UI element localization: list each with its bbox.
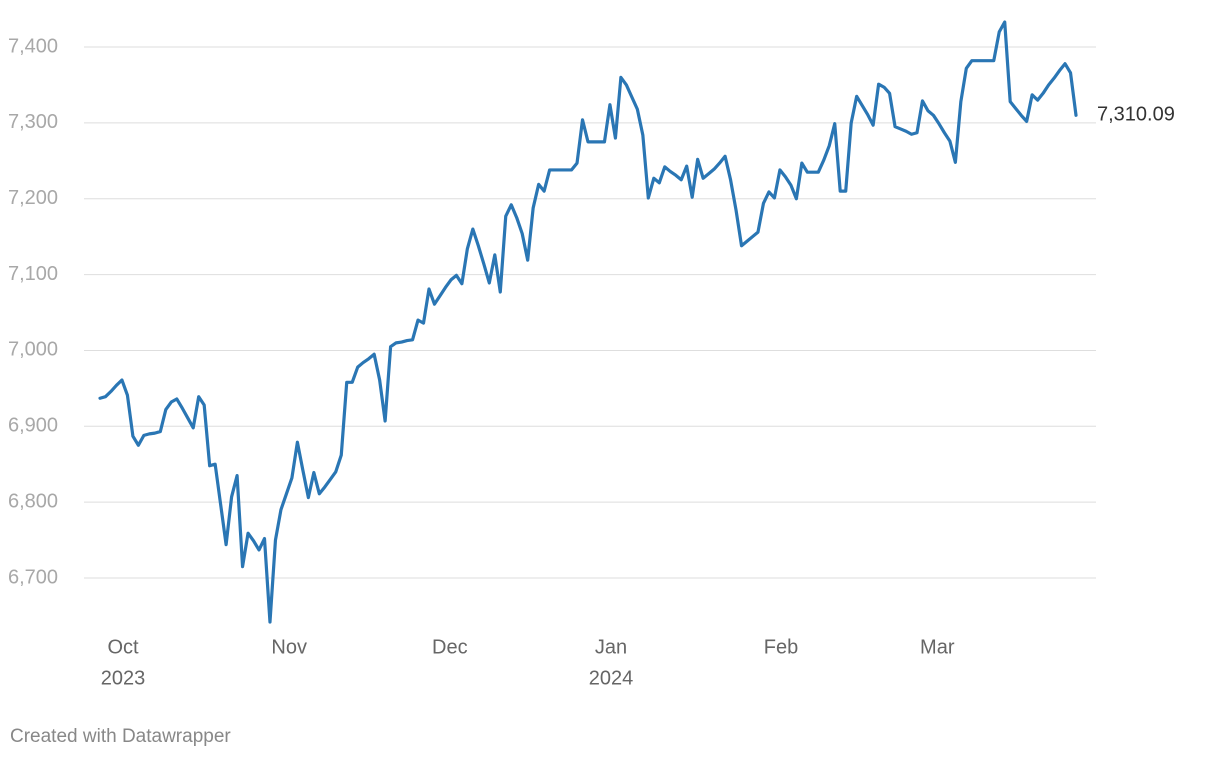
- y-tick-label: 7,100: [8, 263, 58, 285]
- y-tick-label: 6,800: [8, 490, 58, 512]
- y-tick-label: 7,000: [8, 339, 58, 361]
- x-tick-label: Oct: [107, 636, 139, 658]
- x-tick-label: Jan: [595, 636, 627, 658]
- y-tick-label: 7,200: [8, 187, 58, 209]
- x-tick-year: 2023: [101, 667, 146, 689]
- y-tick-label: 7,300: [8, 111, 58, 133]
- y-tick-label: 6,700: [8, 566, 58, 588]
- x-tick-label: Dec: [432, 636, 468, 658]
- x-tick-year: 2024: [589, 667, 634, 689]
- x-tick-label: Nov: [271, 636, 307, 658]
- y-tick-label: 7,400: [8, 35, 58, 57]
- footer: Created with Datawrapper: [10, 726, 231, 747]
- x-tick-label: Feb: [764, 636, 798, 658]
- value-label: 7,310.09: [1097, 104, 1175, 126]
- x-tick-label: Mar: [920, 636, 955, 658]
- y-tick-label: 6,900: [8, 415, 58, 437]
- line: [98, 20, 1078, 624]
